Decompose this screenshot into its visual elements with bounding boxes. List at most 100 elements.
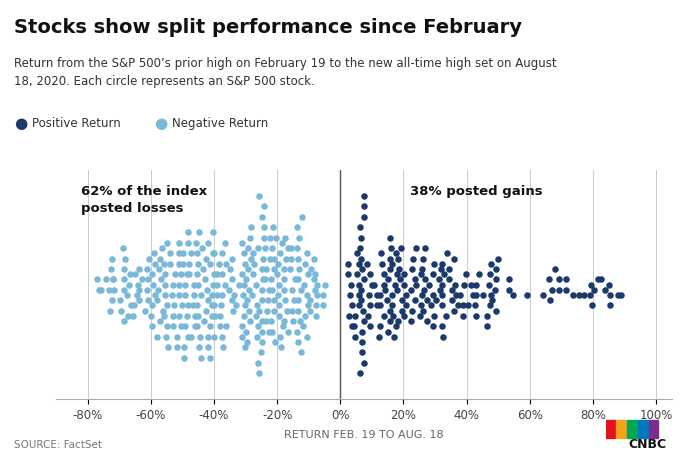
Point [398, 312, 409, 319]
Point [416, 291, 428, 299]
Point [396, 297, 407, 304]
Point [342, 260, 354, 268]
Point [304, 307, 316, 314]
Point [466, 281, 477, 288]
Text: Positive Return: Positive Return [32, 118, 120, 130]
Point [239, 312, 250, 319]
Point [351, 270, 363, 278]
Point [182, 312, 193, 319]
Point [236, 270, 247, 278]
Point [430, 297, 441, 304]
Text: ●: ● [154, 117, 167, 131]
Point [486, 297, 498, 304]
Point [385, 318, 396, 325]
Point [210, 312, 221, 319]
Point [251, 333, 262, 341]
Point [358, 192, 370, 200]
Point [218, 343, 229, 351]
Point [298, 323, 309, 330]
Point [469, 302, 480, 309]
Point [211, 281, 223, 288]
Point [474, 270, 485, 278]
Point [244, 307, 255, 314]
Point [358, 203, 370, 210]
Point [276, 239, 288, 246]
Point [106, 297, 117, 304]
Point [160, 281, 171, 288]
Point [612, 291, 623, 299]
Point [264, 286, 275, 293]
Point [159, 260, 170, 268]
Point [546, 286, 557, 293]
Point [587, 302, 598, 309]
Point [446, 297, 457, 304]
Point [129, 302, 140, 309]
Point [301, 291, 312, 299]
Point [485, 260, 496, 268]
Point [386, 260, 398, 268]
Point [269, 338, 280, 346]
Point [160, 270, 171, 278]
Point [190, 239, 202, 246]
Point [223, 286, 235, 293]
Point [266, 318, 277, 325]
Point [489, 286, 500, 293]
Point [244, 286, 255, 293]
Point [172, 343, 183, 351]
Point [239, 260, 251, 268]
Point [419, 276, 430, 283]
Point [295, 286, 306, 293]
Point [220, 260, 232, 268]
Point [380, 286, 391, 293]
Point [289, 276, 300, 283]
Point [507, 291, 518, 299]
Point [246, 291, 258, 299]
Point [241, 338, 253, 346]
Text: 62% of the index
posted losses: 62% of the index posted losses [81, 185, 207, 215]
Point [226, 276, 237, 283]
Point [374, 323, 386, 330]
Point [258, 276, 269, 283]
Point [172, 333, 183, 341]
Point [538, 291, 549, 299]
Point [301, 250, 312, 257]
Point [198, 318, 209, 325]
Point [237, 323, 248, 330]
Point [504, 286, 515, 293]
Point [213, 260, 224, 268]
Point [148, 250, 159, 257]
Point [411, 281, 422, 288]
Point [131, 291, 142, 299]
Point [174, 250, 185, 257]
Point [227, 307, 238, 314]
Point [358, 318, 370, 325]
Point [491, 265, 502, 273]
Point [374, 333, 385, 341]
Point [186, 333, 197, 341]
Point [409, 276, 420, 283]
Point [173, 291, 184, 299]
Point [209, 270, 220, 278]
Point [178, 343, 190, 351]
Point [278, 276, 289, 283]
Point [522, 291, 533, 299]
Point [275, 250, 286, 257]
Point [152, 297, 163, 304]
Point [134, 265, 145, 273]
Point [177, 250, 188, 257]
Point [144, 255, 155, 262]
Point [427, 291, 438, 299]
Point [573, 291, 584, 299]
Point [193, 229, 204, 236]
Point [281, 307, 293, 314]
Point [420, 244, 431, 252]
Point [424, 281, 435, 288]
Point [391, 286, 402, 293]
Point [392, 318, 403, 325]
Point [435, 265, 447, 273]
Point [220, 323, 231, 330]
Point [356, 349, 368, 356]
Point [363, 291, 374, 299]
Point [285, 265, 296, 273]
Point [451, 291, 462, 299]
